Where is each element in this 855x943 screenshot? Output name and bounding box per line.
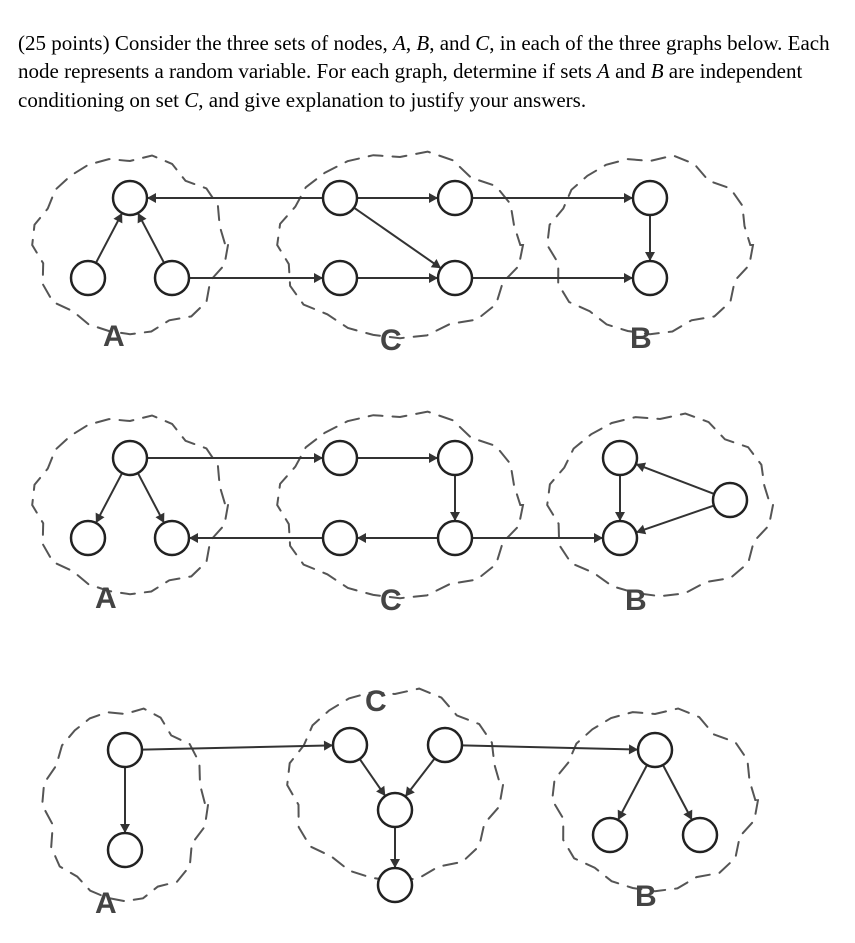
node-c4 [438, 521, 472, 555]
comma-2: , and [429, 31, 475, 55]
graph-g3: A C B [0, 670, 855, 920]
arrowhead-c3-a3 [189, 533, 198, 543]
set-B-2: B [651, 59, 664, 83]
cluster-label-A: A [95, 582, 117, 616]
set-B: B [416, 31, 429, 55]
graphs-container: A C B A C B A C B [0, 150, 855, 930]
arrowhead-c2-b1 [624, 193, 633, 203]
node-c3 [323, 261, 357, 295]
page: (25 points) Consider the three sets of n… [0, 0, 855, 943]
node-b2 [633, 261, 667, 295]
edge-b3-b1 [636, 464, 714, 494]
node-o1 [378, 868, 412, 902]
graph-svg-g3 [0, 670, 855, 920]
edge-c1-c4 [354, 208, 441, 269]
node-b2 [603, 521, 637, 555]
qtext-1: Consider the three sets of nodes, [110, 31, 393, 55]
qtext-5: , and give explanation to justify your a… [198, 88, 586, 112]
arrowhead-c2-c3 [405, 786, 414, 796]
node-b1 [633, 181, 667, 215]
arrowhead-a1-c1 [324, 741, 333, 751]
comma-1: , [406, 31, 417, 55]
arrowhead-c2-b1 [629, 744, 638, 754]
cluster-label-C: C [365, 685, 387, 719]
points-label: (25 points) [18, 31, 110, 55]
arrowhead-c1-c3 [376, 786, 385, 796]
node-c2 [428, 728, 462, 762]
node-a1 [108, 733, 142, 767]
arrowhead-c1-c2 [429, 193, 438, 203]
graph-svg-g2 [0, 410, 855, 640]
graph-svg-g1 [0, 150, 855, 380]
edge-a1-c1 [142, 745, 333, 749]
graph-g2: ACB [0, 410, 855, 640]
arrowhead-b1-b2 [645, 252, 655, 261]
node-b3 [683, 818, 717, 852]
node-a1 [113, 441, 147, 475]
cluster-label-A: A [95, 887, 117, 921]
node-c1 [333, 728, 367, 762]
node-c4 [438, 261, 472, 295]
arrowhead-a1-a2 [120, 824, 130, 833]
node-a2 [71, 261, 105, 295]
arrowhead-c1-a1 [147, 193, 156, 203]
arrowhead-c3-c4 [429, 273, 438, 283]
arrowhead-c3-o1 [390, 859, 400, 868]
node-a2 [71, 521, 105, 555]
graph-g1: ACB [0, 150, 855, 380]
set-A: A [393, 31, 406, 55]
arrowhead-c4-b2 [624, 273, 633, 283]
set-C-2: C [184, 88, 198, 112]
set-C: C [475, 31, 489, 55]
node-c3 [378, 793, 412, 827]
node-a3 [155, 261, 189, 295]
arrowhead-c2-c4 [450, 512, 460, 521]
node-b1 [638, 733, 672, 767]
node-c2 [438, 181, 472, 215]
set-A-2: A [597, 59, 610, 83]
cluster-label-C: C [380, 584, 402, 618]
cluster-blob-C [277, 412, 523, 599]
cluster-label-B: B [630, 322, 652, 356]
arrowhead-a3-c3 [314, 273, 323, 283]
node-b2 [593, 818, 627, 852]
node-a3 [155, 521, 189, 555]
arrowhead-c4-b2 [594, 533, 603, 543]
node-c1 [323, 181, 357, 215]
node-a2 [108, 833, 142, 867]
edge-c2-b1 [462, 745, 638, 749]
node-a1 [113, 181, 147, 215]
qtext-3: and [610, 59, 651, 83]
cluster-label-B: B [635, 880, 657, 914]
cluster-blob-C [277, 152, 523, 339]
node-c1 [323, 441, 357, 475]
arrowhead-c1-c2 [429, 453, 438, 463]
node-b3 [713, 483, 747, 517]
cluster-label-C: C [380, 324, 402, 358]
node-c3 [323, 521, 357, 555]
arrowhead-c1-c4 [431, 259, 441, 268]
edge-b1-b2 [618, 765, 647, 820]
arrowhead-a1-c1 [314, 453, 323, 463]
node-b1 [603, 441, 637, 475]
node-c2 [438, 441, 472, 475]
edge-b1-b3 [663, 765, 692, 820]
cluster-label-A: A [103, 320, 125, 354]
question-text: (25 points) Consider the three sets of n… [18, 29, 837, 114]
arrowhead-c4-c3 [357, 533, 366, 543]
cluster-label-B: B [625, 584, 647, 618]
edge-b3-b2 [636, 506, 714, 533]
arrowhead-b1-b2 [615, 512, 625, 521]
